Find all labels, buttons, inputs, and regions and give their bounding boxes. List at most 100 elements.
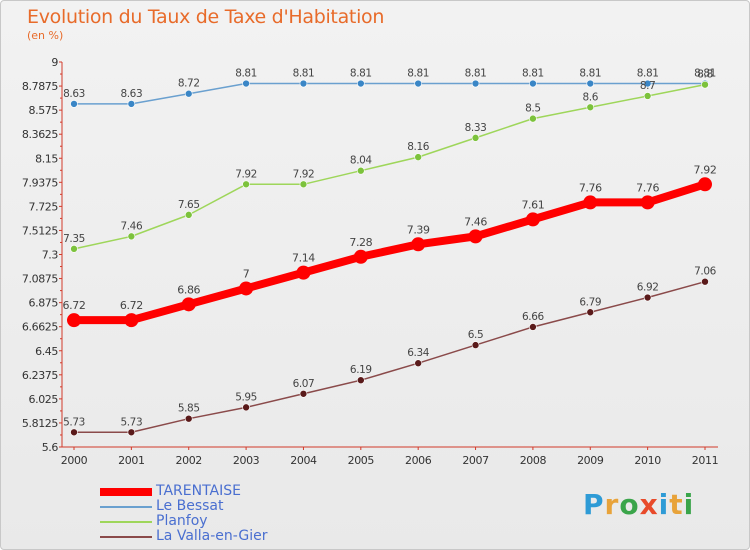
data-point-la-valla-en-gier <box>586 308 595 317</box>
data-point-tarentaise <box>583 195 598 210</box>
data-point-la-valla-en-gier <box>70 428 78 437</box>
series-line-le-bessat <box>73 82 706 105</box>
chart-title: Evolution du Taux de Taxe d'Habitation <box>27 6 385 28</box>
y-tick-label: 5.6 <box>42 441 59 454</box>
data-label-le-bessat: 8.81 <box>465 68 487 80</box>
legend-label: La Valla-en-Gier <box>156 528 268 544</box>
data-point-planfoy <box>357 166 365 175</box>
data-point-le-bessat <box>471 79 480 88</box>
data-point-planfoy <box>701 80 709 89</box>
legend-swatch <box>100 521 152 523</box>
data-point-la-valla-en-gier <box>184 414 193 423</box>
data-label-la-valla-en-gier: 5.73 <box>120 416 142 428</box>
data-point-la-valla-en-gier <box>471 341 480 349</box>
data-label-la-valla-en-gier: 6.34 <box>407 347 429 359</box>
logo-letter: t <box>669 488 684 521</box>
data-point-la-valla-en-gier <box>643 293 652 302</box>
data-label-planfoy: 7.92 <box>235 168 257 180</box>
data-label-le-bessat: 8.81 <box>694 68 716 80</box>
data-point-tarentaise <box>640 195 655 210</box>
x-tick-label: 2011 <box>692 454 718 467</box>
x-tick-label: 2007 <box>462 454 489 467</box>
data-point-planfoy <box>586 103 595 112</box>
data-point-tarentaise <box>525 212 540 227</box>
data-label-le-bessat: 8.63 <box>120 88 142 100</box>
data-label-planfoy: 8.33 <box>465 122 487 134</box>
x-tick-label: 2009 <box>577 454 604 467</box>
y-tick-label: 6.45 <box>35 345 58 358</box>
data-point-le-bessat <box>586 79 595 88</box>
x-tick-label: 2002 <box>176 454 202 467</box>
data-point-tarentaise <box>124 313 139 328</box>
x-tick-label: 2005 <box>348 454 375 467</box>
x-tick-label: 2003 <box>233 454 260 467</box>
data-point-le-bessat <box>529 79 537 88</box>
logo-letter: i <box>683 488 695 521</box>
data-label-le-bessat: 8.81 <box>350 68 372 80</box>
data-label-le-bessat: 8.81 <box>637 68 659 80</box>
data-point-tarentaise <box>468 229 483 244</box>
data-point-la-valla-en-gier <box>299 389 308 398</box>
data-label-planfoy: 8.8 <box>697 69 713 81</box>
data-point-planfoy <box>414 153 422 161</box>
data-label-planfoy: 8.7 <box>640 80 656 92</box>
legend-swatch <box>100 536 152 538</box>
data-label-tarentaise: 7.39 <box>407 223 430 236</box>
data-label-tarentaise: 7 <box>243 267 250 280</box>
logo-letter: i <box>658 488 670 521</box>
data-point-planfoy <box>643 92 652 100</box>
y-tick-label: 5.8125 <box>22 417 58 430</box>
y-tick-label: 8.575 <box>29 104 59 117</box>
y-tick-label: 6.025 <box>29 393 59 406</box>
data-point-la-valla-en-gier <box>529 323 537 331</box>
data-point-planfoy <box>127 232 136 241</box>
data-point-tarentaise <box>67 313 81 328</box>
legend-label: TARENTAISE <box>156 483 241 499</box>
data-point-le-bessat <box>184 89 193 98</box>
y-tick-label: 6.6625 <box>22 321 58 334</box>
data-label-la-valla-en-gier: 6.92 <box>637 282 659 294</box>
data-label-la-valla-en-gier: 5.73 <box>63 416 85 428</box>
data-label-la-valla-en-gier: 5.85 <box>178 403 200 415</box>
y-tick-label: 8.7875 <box>22 80 58 93</box>
data-point-le-bessat <box>127 100 136 108</box>
data-label-tarentaise: 7.76 <box>579 181 602 194</box>
data-label-tarentaise: 6.72 <box>120 299 143 312</box>
series-line-planfoy <box>73 83 706 250</box>
data-point-le-bessat <box>242 79 250 88</box>
y-tick-label: 7.5125 <box>22 224 58 237</box>
data-label-planfoy: 7.65 <box>178 199 200 211</box>
chart-subtitle: (en %) <box>27 29 64 42</box>
data-label-la-valla-en-gier: 6.79 <box>579 296 601 308</box>
x-tick-label: 2006 <box>405 454 432 467</box>
data-point-le-bessat <box>643 79 652 88</box>
y-tick-label: 7.3 <box>42 249 59 262</box>
y-tick-label: 7.725 <box>29 200 59 213</box>
legend-swatch <box>100 506 152 508</box>
y-tick-label: 6.875 <box>29 297 59 310</box>
logo-letter: x <box>639 488 659 521</box>
data-point-planfoy <box>70 245 78 253</box>
legend-swatch <box>100 488 152 496</box>
data-label-tarentaise: 7.28 <box>349 236 372 249</box>
y-tick-label: 8.3625 <box>22 128 58 141</box>
data-label-la-valla-en-gier: 6.5 <box>468 329 484 341</box>
data-label-le-bessat: 8.81 <box>235 68 257 80</box>
y-tick-label: 6.2375 <box>22 369 58 382</box>
logo-letter: P <box>583 488 605 521</box>
x-tick-label: 2010 <box>634 454 661 467</box>
y-tick-label: 9 <box>51 56 58 69</box>
data-label-le-bessat: 8.81 <box>579 68 601 80</box>
data-label-tarentaise: 7.76 <box>636 181 659 194</box>
data-point-la-valla-en-gier <box>242 403 250 412</box>
data-point-planfoy <box>184 211 193 219</box>
proxiti-logo: Proxiti <box>583 488 694 521</box>
data-point-tarentaise <box>296 265 311 280</box>
data-label-tarentaise: 6.86 <box>177 283 200 296</box>
data-label-la-valla-en-gier: 6.07 <box>293 378 315 390</box>
logo-letter: o <box>619 488 640 521</box>
data-label-le-bessat: 8.81 <box>293 68 315 80</box>
legend-label: Planfoy <box>156 513 208 529</box>
